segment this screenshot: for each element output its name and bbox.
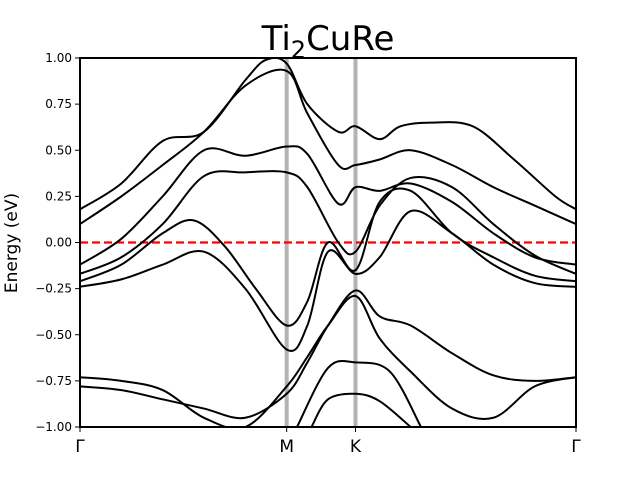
band-line-8 [80, 295, 576, 427]
y-tick-label: −0.50 [35, 328, 72, 342]
y-axis-ticks: 1.00 0.75 0.50 0.25 0.00 −0.25 −0.50 −0.75 −1.00 [35, 51, 80, 434]
band-line-4 [80, 145, 576, 266]
x-tick-label: Γ [75, 437, 85, 457]
y-tick-label: 1.00 [45, 51, 72, 65]
y-tick-label: 0.25 [45, 189, 72, 203]
y-tick-label: −1.00 [35, 420, 72, 434]
band-line-5 [80, 68, 576, 225]
chart-title-main: Ti [261, 19, 291, 59]
band-line-6 [80, 58, 576, 211]
chart-title-rest: CuRe [306, 19, 394, 59]
band-lines [80, 58, 576, 427]
band-line-2 [80, 187, 576, 327]
y-tick-label: 0.75 [45, 97, 72, 111]
x-tick-label: Γ [571, 437, 581, 457]
x-tick-label: K [350, 437, 362, 457]
y-tick-label: 0.50 [45, 143, 72, 157]
y-tick-label: −0.25 [35, 282, 72, 296]
y-axis-label: Energy (eV) [2, 193, 22, 293]
band-line-10 [310, 392, 412, 427]
chart-title-subscript: 2 [291, 36, 306, 64]
band-line-3 [80, 170, 576, 275]
band-line-1 [80, 209, 576, 352]
y-tick-label: −0.75 [35, 374, 72, 388]
x-tick-label: M [279, 437, 294, 457]
y-tick-label: 0.00 [45, 236, 72, 250]
band-line-9 [296, 359, 422, 427]
